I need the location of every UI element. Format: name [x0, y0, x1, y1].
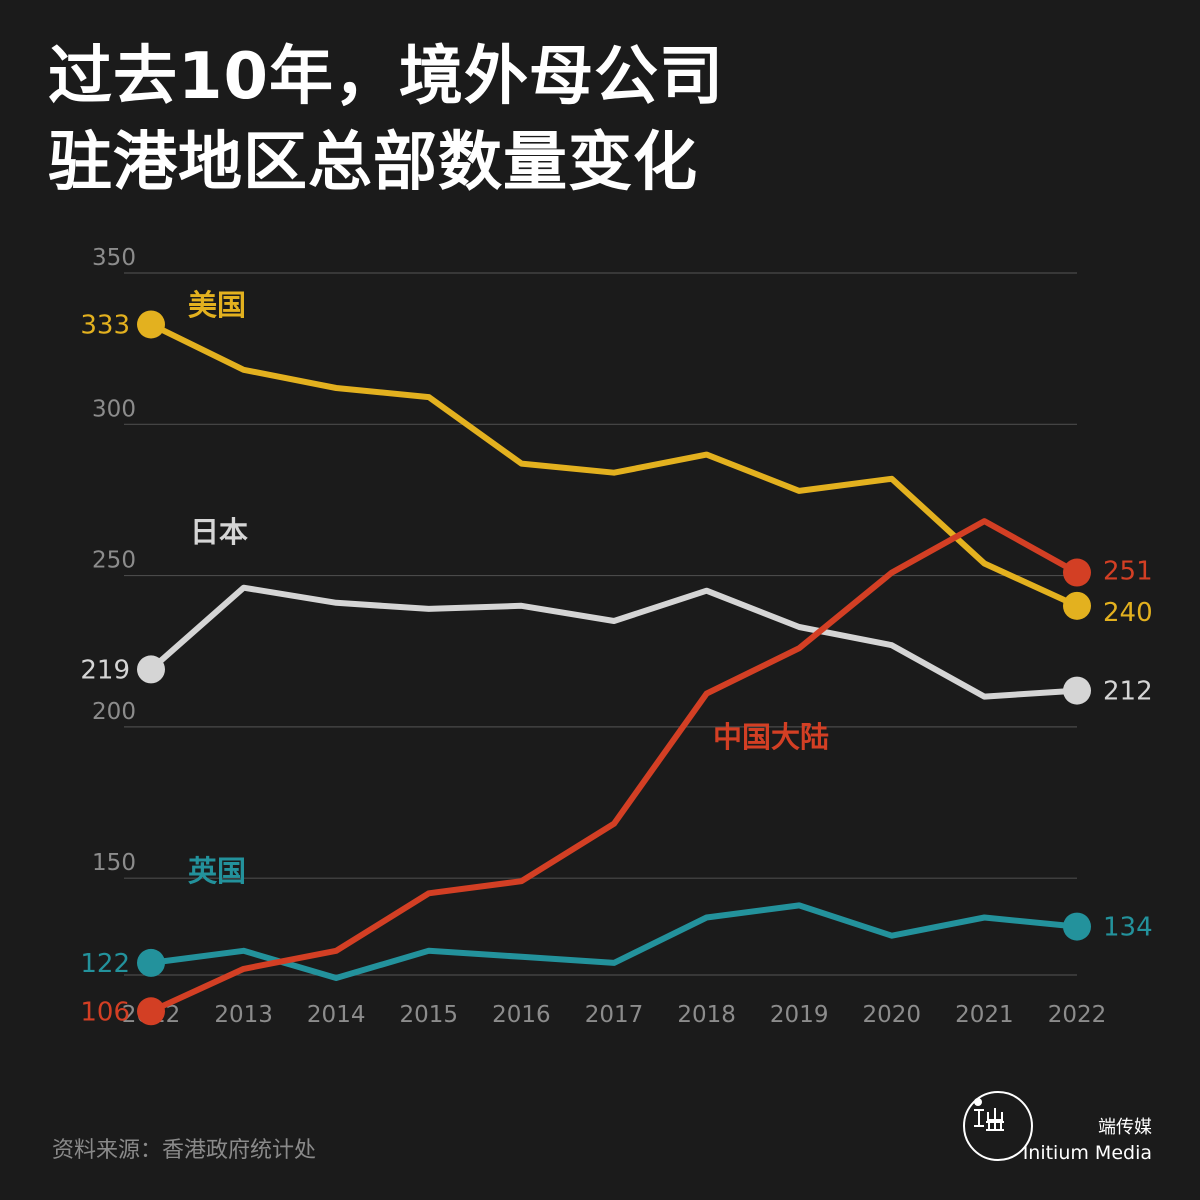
grid-layer: 150 200 250 300 350 [92, 245, 1077, 976]
end-point-usa [1063, 591, 1091, 620]
series-label-usa: 美国 [188, 288, 246, 322]
chart-title-line-1: 过去10年，境外母公司 [48, 40, 725, 114]
x-tick-label: 2016 [492, 1002, 551, 1028]
chart-title: 过去10年，境外母公司 驻港地区总部数量变化 [48, 34, 1148, 206]
x-tick-label: 2015 [400, 1002, 459, 1028]
x-axis-ticks: 2012201320142015201620172018201920202021… [122, 1002, 1107, 1028]
end-value-mainland-china: 251 [1103, 557, 1153, 587]
end-point-japan [1063, 676, 1091, 705]
start-value-mainland-china: 106 [80, 997, 130, 1027]
y-tick-label: 250 [92, 548, 136, 574]
start-point-mainland-china [137, 997, 165, 1026]
start-point-usa [137, 310, 165, 339]
initium-logo-icon [963, 1091, 1033, 1161]
start-value-japan: 219 [80, 655, 130, 685]
series-line-japan [148, 584, 1080, 700]
brand-name-cn: 端传媒 [1098, 1117, 1152, 1138]
source-note: 资料来源：香港政府统计处 [52, 1138, 317, 1163]
series-label-uk: 英国 [188, 854, 246, 888]
end-value-japan: 212 [1103, 677, 1153, 707]
x-tick-label: 2022 [1048, 1002, 1107, 1028]
end-value-usa: 240 [1103, 598, 1153, 628]
x-tick-label: 2013 [214, 1002, 273, 1028]
x-tick-label: 2017 [585, 1002, 644, 1028]
series-lines [148, 321, 1080, 1015]
x-tick-label: 2021 [955, 1002, 1014, 1028]
end-value-uk: 134 [1103, 913, 1153, 943]
brand-name-en: Initium Media [1022, 1142, 1152, 1164]
start-value-usa: 333 [80, 310, 130, 340]
series-endpoints [137, 310, 1091, 1026]
x-tick-label: 2018 [677, 1002, 736, 1028]
y-tick-label: 300 [92, 396, 136, 422]
start-point-uk [137, 948, 165, 977]
brand: 端传媒 Initium Media [1023, 1116, 1152, 1166]
x-tick-label: 2014 [307, 1002, 366, 1028]
end-point-mainland-china [1063, 558, 1091, 587]
series-line-mainland-china [148, 518, 1080, 1015]
start-point-japan [137, 655, 165, 684]
series-label-japan: 日本 [190, 515, 248, 549]
x-tick-label: 2019 [770, 1002, 829, 1028]
y-tick-label: 200 [92, 699, 136, 725]
series-line-usa [148, 321, 1080, 609]
y-tick-label: 350 [92, 245, 136, 271]
series-line-uk [148, 902, 1080, 981]
x-tick-label: 2020 [863, 1002, 922, 1028]
end-point-uk [1063, 912, 1091, 941]
chart-title-line-2: 驻港地区总部数量变化 [48, 126, 698, 200]
start-value-uk: 122 [80, 949, 130, 979]
y-tick-label: 150 [92, 850, 136, 876]
series-label-mainland-china: 中国大陆 [713, 720, 829, 754]
